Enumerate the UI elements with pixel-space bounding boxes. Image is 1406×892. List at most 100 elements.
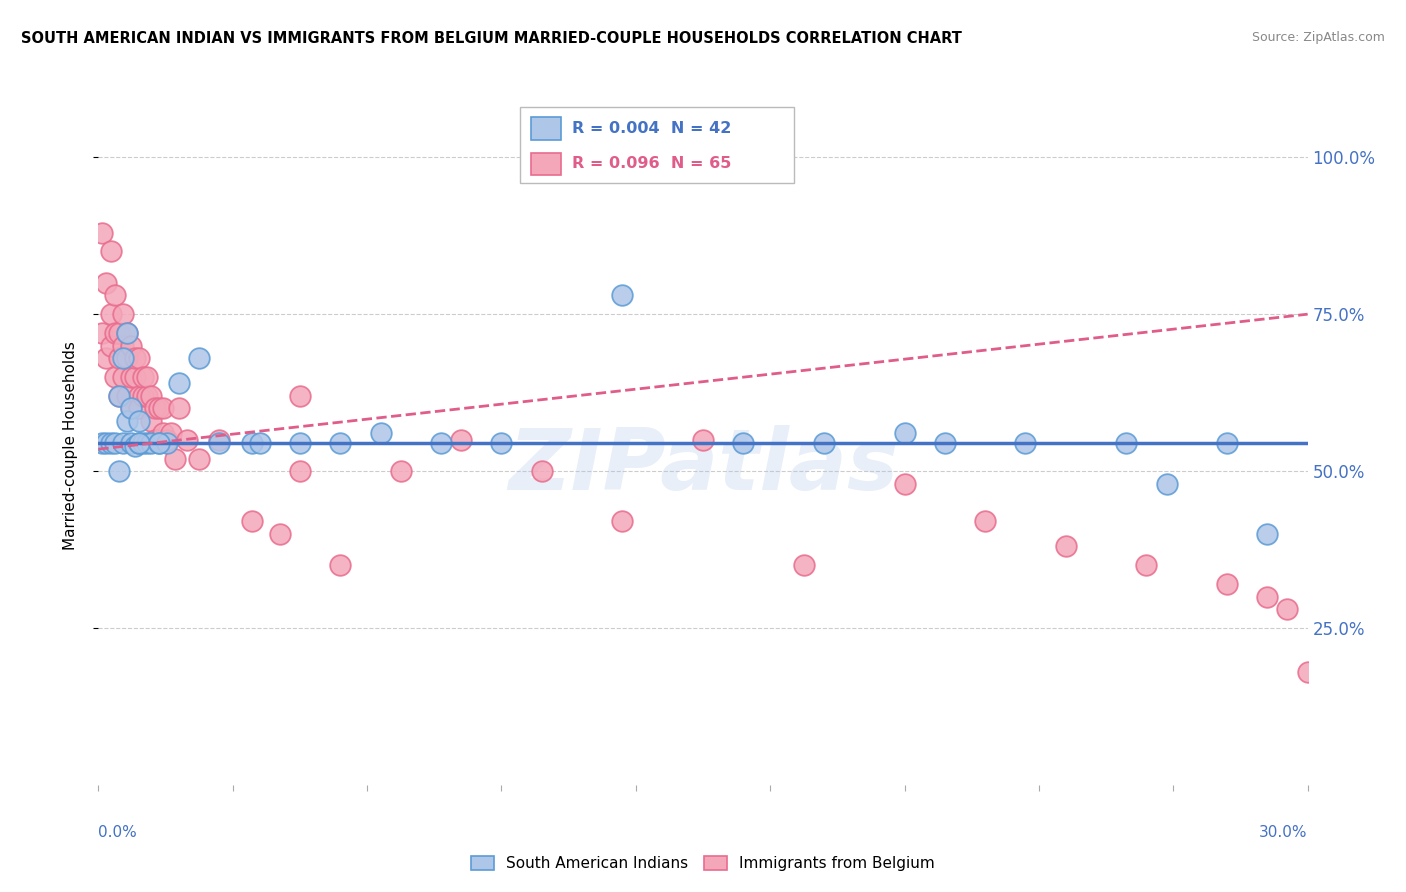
Point <box>152 426 174 441</box>
Text: ZIPatlas: ZIPatlas <box>508 425 898 508</box>
FancyBboxPatch shape <box>520 107 794 183</box>
Point <box>132 389 155 403</box>
Point <box>430 435 453 450</box>
Point <box>160 426 183 441</box>
Point <box>115 326 138 340</box>
Text: 0.0%: 0.0% <box>98 825 138 840</box>
Point <box>96 435 118 450</box>
Point <box>100 244 122 259</box>
Point <box>124 370 146 384</box>
Point <box>1014 435 1036 450</box>
Point <box>1256 590 1278 604</box>
Point <box>124 439 146 453</box>
Point <box>389 464 412 478</box>
Point <box>156 433 179 447</box>
Point <box>167 401 190 416</box>
Point <box>269 527 291 541</box>
Point <box>107 326 129 340</box>
Point <box>329 558 352 573</box>
Point <box>208 435 231 450</box>
Point <box>288 389 311 403</box>
Point <box>974 514 997 528</box>
Point <box>96 276 118 290</box>
Point <box>115 326 138 340</box>
Point <box>188 451 211 466</box>
Point <box>128 414 150 428</box>
Point <box>128 435 150 450</box>
Point <box>132 370 155 384</box>
Point <box>120 435 142 450</box>
Point <box>148 435 170 450</box>
Point <box>107 464 129 478</box>
Point <box>1296 665 1319 679</box>
Point <box>1256 527 1278 541</box>
Point <box>156 435 179 450</box>
Point <box>107 389 129 403</box>
Point <box>893 426 915 441</box>
Point <box>111 370 134 384</box>
Point <box>139 414 162 428</box>
Point <box>148 433 170 447</box>
Point <box>288 464 311 478</box>
Point <box>148 435 170 450</box>
Point <box>103 435 125 450</box>
Point <box>100 307 122 321</box>
Point <box>135 389 157 403</box>
Point <box>96 351 118 365</box>
Point <box>208 433 231 447</box>
Bar <box>531 153 561 175</box>
Point <box>139 389 162 403</box>
Point <box>370 426 392 441</box>
Point <box>1216 435 1239 450</box>
Point <box>733 435 755 450</box>
Point <box>148 401 170 416</box>
Point <box>120 370 142 384</box>
Point <box>128 351 150 365</box>
Point <box>100 435 122 450</box>
Text: R = 0.004  N = 42: R = 0.004 N = 42 <box>572 120 731 136</box>
Point <box>176 433 198 447</box>
Point <box>329 435 352 450</box>
Text: 30.0%: 30.0% <box>1260 825 1308 840</box>
Point <box>128 435 150 450</box>
Point <box>124 351 146 365</box>
Point <box>103 370 125 384</box>
Point <box>139 435 162 450</box>
Point <box>240 435 263 450</box>
Point <box>612 288 634 302</box>
Point <box>793 558 815 573</box>
Point <box>107 389 129 403</box>
Point <box>163 451 186 466</box>
Point <box>120 401 142 416</box>
Point <box>143 433 166 447</box>
Point <box>103 326 125 340</box>
Point <box>91 326 114 340</box>
Point <box>91 226 114 240</box>
Point <box>135 435 157 450</box>
Point <box>120 338 142 352</box>
Point <box>111 307 134 321</box>
Point <box>612 514 634 528</box>
Text: Source: ZipAtlas.com: Source: ZipAtlas.com <box>1251 31 1385 45</box>
Point <box>135 370 157 384</box>
Point <box>132 435 155 450</box>
Point <box>111 435 134 450</box>
Point <box>143 401 166 416</box>
Point <box>530 464 553 478</box>
Legend: South American Indians, Immigrants from Belgium: South American Indians, Immigrants from … <box>465 850 941 877</box>
Point <box>893 476 915 491</box>
Point <box>288 435 311 450</box>
Point <box>152 401 174 416</box>
Point <box>491 435 513 450</box>
Point <box>1135 558 1157 573</box>
Point <box>107 351 129 365</box>
Point <box>111 351 134 365</box>
Point <box>111 338 134 352</box>
Point <box>450 433 472 447</box>
Point <box>240 514 263 528</box>
Point <box>100 338 122 352</box>
Point <box>120 401 142 416</box>
Y-axis label: Married-couple Households: Married-couple Households <box>63 342 77 550</box>
Point <box>1054 540 1077 554</box>
Point <box>1115 435 1137 450</box>
